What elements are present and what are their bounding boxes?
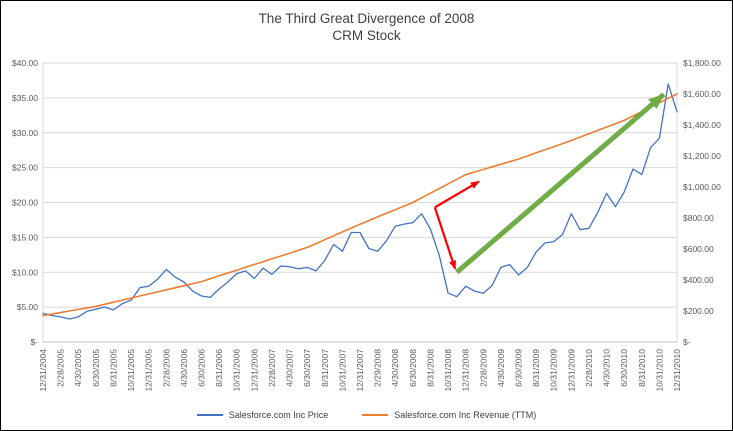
svg-text:6/30/2007: 6/30/2007 [302, 349, 312, 387]
revenue-line-swatch [362, 414, 389, 416]
price-line-swatch [196, 414, 223, 416]
svg-text:10/31/2006: 10/31/2006 [232, 349, 242, 392]
svg-text:2/29/2008: 2/29/2008 [373, 349, 383, 387]
svg-text:8/31/2010: 8/31/2010 [637, 349, 647, 387]
svg-text:10/31/2007: 10/31/2007 [337, 349, 347, 392]
svg-text:$1,600.00: $1,600.00 [683, 89, 721, 99]
svg-text:2/28/2005: 2/28/2005 [56, 349, 66, 387]
legend-label-revenue: Salesforce.com Inc Revenue (TTM) [394, 410, 537, 420]
svg-text:4/30/2006: 4/30/2006 [179, 349, 189, 387]
svg-text:12/31/2010: 12/31/2010 [672, 349, 682, 392]
chart-title-line1: The Third Great Divergence of 2008 [258, 11, 475, 26]
svg-text:$30.00: $30.00 [12, 128, 38, 138]
svg-text:2/28/2009: 2/28/2009 [478, 349, 488, 387]
svg-text:10/31/2009: 10/31/2009 [549, 349, 559, 392]
svg-text:$20.00: $20.00 [12, 198, 38, 208]
svg-text:$-: $- [683, 337, 691, 347]
legend-item-price: Salesforce.com Inc Price [196, 410, 329, 420]
chart-title-line2: CRM Stock [332, 28, 401, 43]
svg-text:6/30/2006: 6/30/2006 [197, 349, 207, 387]
svg-text:6/30/2005: 6/30/2005 [91, 349, 101, 387]
chart-legend: Salesforce.com Inc Price Salesforce.com … [1, 410, 732, 420]
svg-text:12/31/2007: 12/31/2007 [355, 349, 365, 392]
svg-text:8/31/2009: 8/31/2009 [531, 349, 541, 387]
svg-text:$800.00: $800.00 [683, 213, 714, 223]
svg-text:$400.00: $400.00 [683, 275, 714, 285]
svg-text:4/30/2009: 4/30/2009 [496, 349, 506, 387]
svg-text:6/30/2010: 6/30/2010 [619, 349, 629, 387]
svg-text:$40.00: $40.00 [12, 58, 38, 68]
legend-label-price: Salesforce.com Inc Price [228, 410, 329, 420]
svg-text:$1,800.00: $1,800.00 [683, 58, 721, 68]
svg-text:10/31/2008: 10/31/2008 [443, 349, 453, 392]
svg-text:2/28/2007: 2/28/2007 [267, 349, 277, 387]
svg-text:10/31/2005: 10/31/2005 [126, 349, 136, 392]
svg-text:6/30/2008: 6/30/2008 [408, 349, 418, 387]
svg-text:4/30/2007: 4/30/2007 [285, 349, 295, 387]
svg-text:12/31/2006: 12/31/2006 [249, 349, 259, 392]
svg-text:$1,200.00: $1,200.00 [683, 151, 721, 161]
svg-text:$25.00: $25.00 [12, 163, 38, 173]
svg-text:$10.00: $10.00 [12, 267, 38, 277]
svg-text:$1,400.00: $1,400.00 [683, 120, 721, 130]
svg-text:$35.00: $35.00 [12, 93, 38, 103]
svg-text:2/28/2006: 2/28/2006 [161, 349, 171, 387]
svg-text:$5.00: $5.00 [17, 302, 39, 312]
svg-text:10/31/2010: 10/31/2010 [654, 349, 664, 392]
legend-item-revenue: Salesforce.com Inc Revenue (TTM) [362, 410, 536, 420]
svg-text:12/31/2004: 12/31/2004 [38, 349, 48, 392]
svg-text:8/31/2006: 8/31/2006 [214, 349, 224, 387]
svg-text:4/30/2008: 4/30/2008 [390, 349, 400, 387]
svg-text:8/31/2007: 8/31/2007 [320, 349, 330, 387]
svg-text:$-: $- [30, 337, 38, 347]
svg-text:4/30/2005: 4/30/2005 [73, 349, 83, 387]
svg-text:12/31/2005: 12/31/2005 [144, 349, 154, 392]
svg-text:$15.00: $15.00 [12, 232, 38, 242]
svg-text:12/31/2008: 12/31/2008 [461, 349, 471, 392]
svg-text:$1,000.00: $1,000.00 [683, 182, 721, 192]
svg-text:$600.00: $600.00 [683, 244, 714, 254]
svg-text:8/31/2005: 8/31/2005 [108, 349, 118, 387]
chart-title: The Third Great Divergence of 2008 CRM S… [1, 10, 732, 44]
svg-text:6/30/2009: 6/30/2009 [514, 349, 524, 387]
svg-text:8/31/2008: 8/31/2008 [425, 349, 435, 387]
svg-text:2/28/2010: 2/28/2010 [584, 349, 594, 387]
svg-text:12/31/2009: 12/31/2009 [566, 349, 576, 392]
svg-text:4/30/2010: 4/30/2010 [602, 349, 612, 387]
svg-text:$200.00: $200.00 [683, 306, 714, 316]
